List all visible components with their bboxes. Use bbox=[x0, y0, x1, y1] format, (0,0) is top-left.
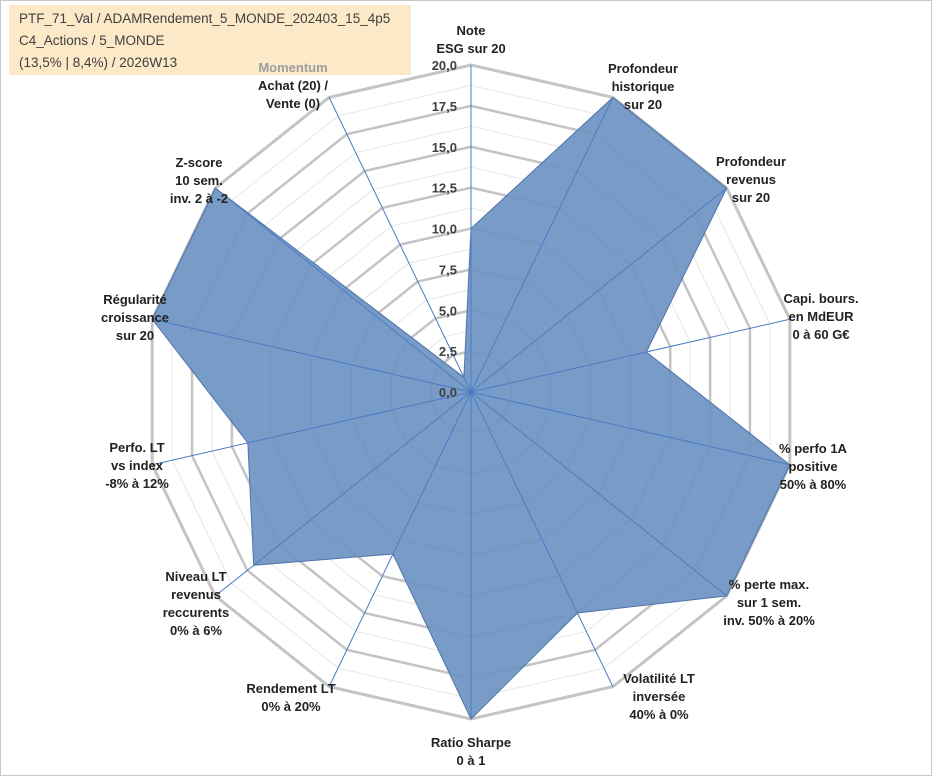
axis-label-line: historique bbox=[612, 79, 675, 94]
axis-label-line: Niveau LT bbox=[165, 569, 226, 584]
axis-label-line: inv. 50% à 20% bbox=[723, 613, 815, 628]
axis-label: Perfo. LT vs index -8% à 12% bbox=[105, 440, 169, 491]
axis-label-line: inv. 2 à -2 bbox=[170, 191, 228, 206]
axis-label-line: sur 1 sem. bbox=[737, 595, 801, 610]
axis-label-line: 0 à 1 bbox=[457, 753, 486, 768]
axis-spoke bbox=[328, 97, 472, 393]
axis-label-line: 0% à 20% bbox=[261, 699, 321, 714]
axis-label-line: vs index bbox=[111, 458, 164, 473]
axis-label-line: en MdEUR bbox=[789, 309, 855, 324]
axis-label-line: 50% à 80% bbox=[780, 477, 847, 492]
axis-label-line: Ratio Sharpe bbox=[431, 735, 511, 750]
axis-label-line: inversée bbox=[633, 689, 686, 704]
tick-label: 10,0 bbox=[432, 222, 457, 237]
axis-label-line: sur 20 bbox=[732, 190, 770, 205]
axis-spoke bbox=[470, 97, 614, 393]
axis-spoke bbox=[152, 391, 472, 466]
axis-label-line: 40% à 0% bbox=[629, 707, 689, 722]
tick-label: 7,5 bbox=[439, 262, 457, 277]
axis-label: % perte max. sur 1 sem. inv. 50% à 20% bbox=[723, 577, 815, 628]
axis-label-line: Achat (20) / bbox=[258, 78, 328, 93]
axis-label-line: sur 20 bbox=[624, 97, 662, 112]
axis-label-line: Z-score bbox=[176, 155, 223, 170]
axis-spoke bbox=[470, 391, 614, 687]
axis-label-line: sur 20 bbox=[116, 328, 154, 343]
axis-label-line: -8% à 12% bbox=[105, 476, 169, 491]
axis-label-line: croissance bbox=[101, 310, 169, 325]
axis-label-line: revenus bbox=[171, 587, 221, 602]
axis-label: % perfo 1A positive 50% à 80% bbox=[779, 441, 848, 492]
axis-label: Capi. bours. en MdEUR 0 à 60 G€ bbox=[783, 291, 858, 342]
axis-label: Ratio Sharpe 0 à 1 bbox=[431, 735, 511, 768]
axis-spoke bbox=[215, 391, 472, 597]
axis-label: Régularité croissance sur 20 bbox=[101, 292, 169, 343]
axis-label-line: Volatilité LT bbox=[623, 671, 695, 686]
axis-label-line: Rendement LT bbox=[246, 681, 335, 696]
axis-spoke bbox=[470, 318, 790, 393]
axis-label: Niveau LT revenus reccurents 0% à 6% bbox=[163, 569, 229, 638]
tick-label: 15,0 bbox=[432, 140, 457, 155]
axis-label: Rendement LT 0% à 20% bbox=[246, 681, 335, 714]
tick-label: 5,0 bbox=[439, 303, 457, 318]
axis-label: Profondeur historique sur 20 bbox=[608, 61, 678, 112]
axis-label-line: % perfo 1A bbox=[779, 441, 848, 456]
axis-label: Z-score 10 sem. inv. 2 à -2 bbox=[170, 155, 228, 206]
info-box: PTF_71_Val / ADAMRendement_5_MONDE_20240… bbox=[9, 5, 411, 75]
axis-label-line: Perfo. LT bbox=[109, 440, 164, 455]
axis-label-line: Régularité bbox=[103, 292, 167, 307]
axis-spoke bbox=[328, 391, 472, 687]
tick-label: 17,5 bbox=[432, 99, 457, 114]
axis-label-line: positive bbox=[788, 459, 837, 474]
axis-label-line: 0 à 60 G€ bbox=[792, 327, 849, 342]
axis-label-line: ESG sur 20 bbox=[436, 41, 505, 56]
axis-spoke bbox=[470, 391, 790, 466]
axis-label: Volatilité LT inversée 40% à 0% bbox=[623, 671, 695, 722]
axis-label: Profondeur revenus sur 20 bbox=[716, 154, 786, 205]
axis-label: Momentum Achat (20) / Vente (0) bbox=[258, 60, 328, 111]
axis-label-line: % perte max. bbox=[729, 577, 809, 592]
info-line-category: C4_Actions / 5_MONDE bbox=[19, 33, 165, 48]
axis-label-line: Vente (0) bbox=[266, 96, 320, 111]
tick-label: 0,0 bbox=[439, 385, 457, 400]
info-line-stats: (13,5% | 8,4%) / 2026W13 bbox=[19, 55, 178, 70]
axis-label-line: 10 sem. bbox=[175, 173, 223, 188]
axis-label-line: Momentum bbox=[258, 60, 327, 75]
axis-spoke bbox=[152, 318, 472, 393]
axis-label-line: 0% à 6% bbox=[170, 623, 222, 638]
axis-spoke bbox=[470, 187, 727, 393]
axis-spoke bbox=[470, 391, 727, 597]
axis-label-line: reccurents bbox=[163, 605, 229, 620]
axis-label-line: Profondeur bbox=[608, 61, 678, 76]
tick-label: 2,5 bbox=[439, 344, 457, 359]
tick-label: 20,0 bbox=[432, 58, 457, 73]
axis-label-line: Capi. bours. bbox=[783, 291, 858, 306]
axis-label-line: Profondeur bbox=[716, 154, 786, 169]
axis-label: Note ESG sur 20 bbox=[436, 23, 505, 56]
info-line-portfolio: PTF_71_Val / ADAMRendement_5_MONDE_20240… bbox=[19, 11, 391, 26]
axis-label-line: Note bbox=[457, 23, 486, 38]
axis-spoke bbox=[215, 187, 472, 393]
tick-label: 12,5 bbox=[432, 181, 457, 196]
axis-label-line: revenus bbox=[726, 172, 776, 187]
